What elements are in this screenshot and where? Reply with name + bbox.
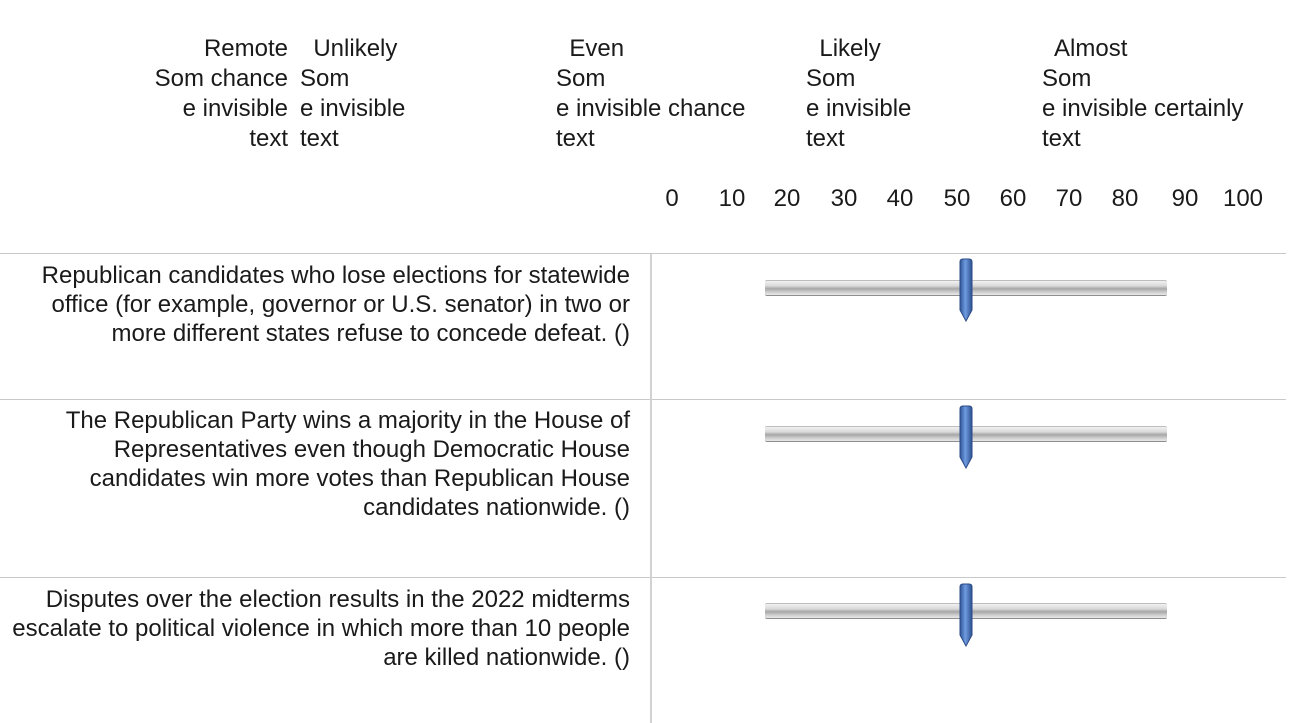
label-likely-text: Likely Som e invisible text (806, 35, 912, 152)
tick-90: 90 (1171, 185, 1199, 212)
tick-50: 50 (943, 185, 971, 212)
slider-handle[interactable] (958, 583, 974, 647)
tick-10: 10 (718, 185, 746, 212)
slider-handle[interactable] (958, 258, 974, 322)
tick-20: 20 (773, 185, 801, 212)
column-divider (650, 254, 652, 723)
row-divider-top (0, 253, 1286, 254)
label-unlikely: Unlikely Som e invisible text (300, 4, 560, 154)
tick-60: 60 (999, 185, 1027, 212)
label-almost: Almost Som e invisible certainly text (1042, 4, 1302, 154)
label-likely: Likely Som e invisible text (806, 4, 1066, 154)
row-divider-1 (0, 399, 1286, 400)
tick-0: 0 (665, 185, 679, 212)
label-even: Even Som e invisible chance text (556, 4, 816, 154)
tick-30: 30 (830, 185, 858, 212)
label-remote-text: Remote Som chance e invisible text (154, 35, 288, 152)
row-divider-2 (0, 577, 1286, 578)
label-even-text: Even Som e invisible chance text (556, 35, 746, 152)
label-remote: Remote Som chance e invisible text (20, 4, 288, 154)
tick-100: 100 (1222, 185, 1264, 212)
question-1-text: Republican candidates who lose elections… (41, 262, 630, 347)
tick-80: 80 (1111, 185, 1139, 212)
label-unlikely-text: Unlikely Som e invisible text (300, 35, 406, 152)
question-3-text: Disputes over the election results in th… (12, 586, 630, 671)
label-almost-text: Almost Som e invisible certainly text (1042, 35, 1244, 152)
tick-70: 70 (1055, 185, 1083, 212)
tick-40: 40 (886, 185, 914, 212)
slider-handle[interactable] (958, 405, 974, 469)
question-2-text: The Republican Party wins a majority in … (65, 407, 630, 521)
